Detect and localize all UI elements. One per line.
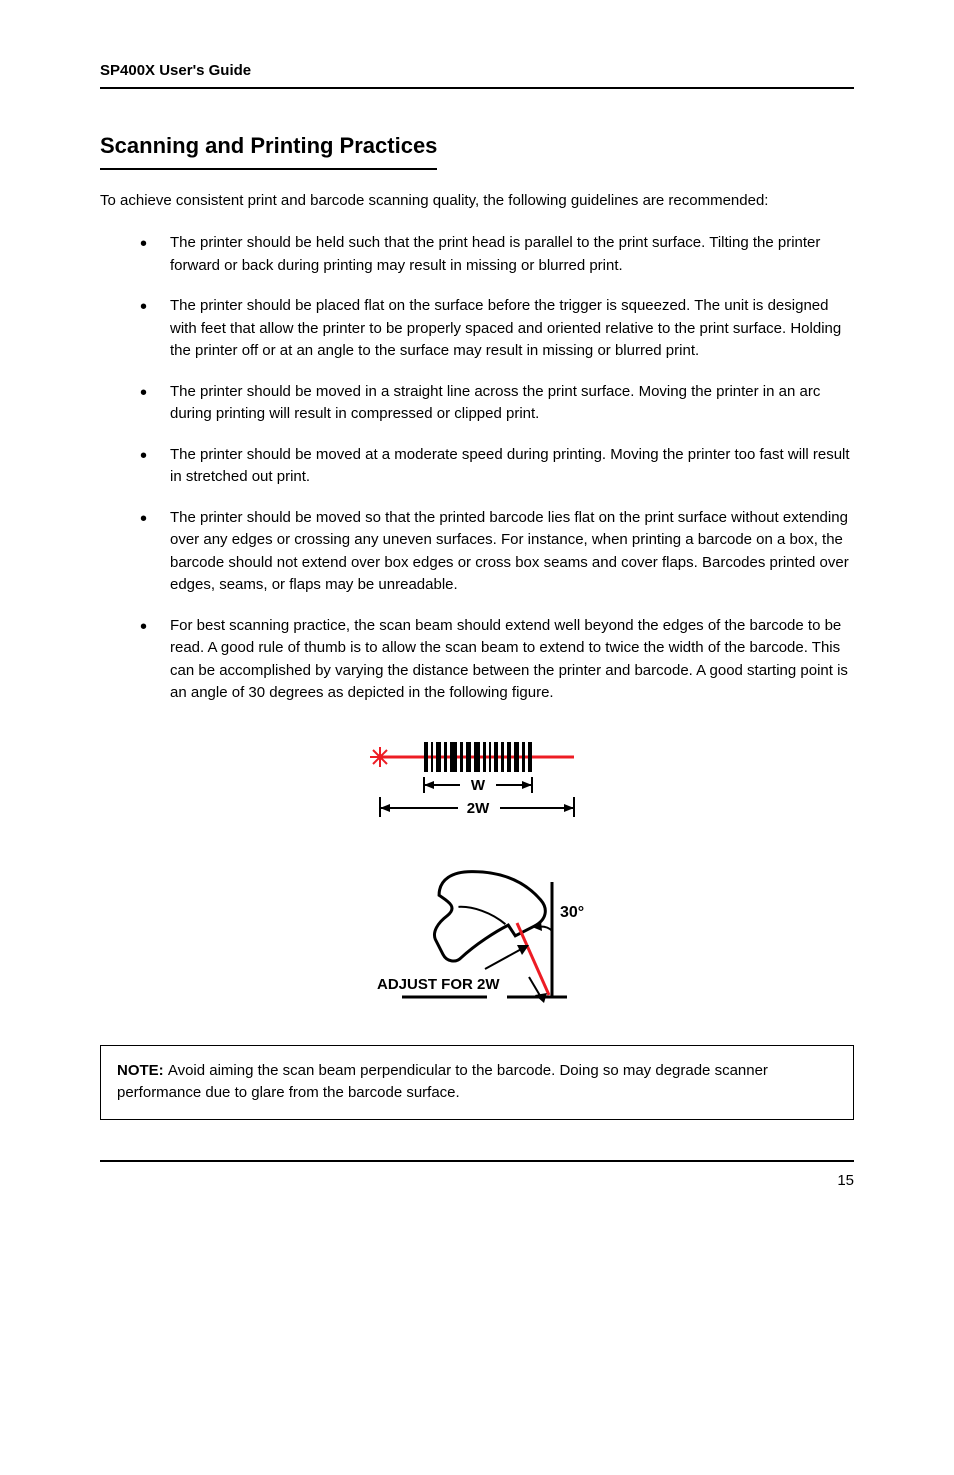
list-item: The printer should be held such that the… [140, 232, 854, 277]
list-item: The printer should be placed flat on the… [140, 295, 854, 363]
note-text: Avoid aiming the scan beam perpendicular… [117, 1062, 768, 1102]
figure-beam-width: W 2W [100, 735, 854, 838]
list-item: For best scanning practice, the scan bea… [140, 615, 854, 705]
intro-paragraph: To achieve consistent print and barcode … [100, 190, 854, 213]
list-item: The printer should be moved in a straigh… [140, 381, 854, 426]
list-item: The printer should be moved so that the … [140, 507, 854, 597]
angle-label: 30° [560, 904, 584, 921]
note-box: NOTE: Avoid aiming the scan beam perpend… [100, 1045, 854, 1120]
scanner-icon [420, 858, 553, 984]
two-w-label: 2W [467, 800, 490, 817]
w-label: W [471, 777, 486, 794]
section-title: Scanning and Printing Practices [100, 129, 437, 170]
list-item: The printer should be moved at a moderat… [140, 444, 854, 489]
figure-scan-angle: 30° ADJUST FOR 2W [100, 847, 854, 1015]
note-label: NOTE: [117, 1062, 168, 1079]
adjust-label: ADJUST FOR 2W [377, 976, 500, 993]
header-title: SP400X User's Guide [100, 60, 251, 83]
guidelines-list: The printer should be held such that the… [100, 232, 854, 705]
page-header: SP400X User's Guide [100, 60, 854, 89]
page-footer: 15 [100, 1160, 854, 1193]
figures-block: W 2W 30° [100, 735, 854, 1015]
page-number: 15 [837, 1170, 854, 1193]
barcode-icon [424, 742, 532, 772]
